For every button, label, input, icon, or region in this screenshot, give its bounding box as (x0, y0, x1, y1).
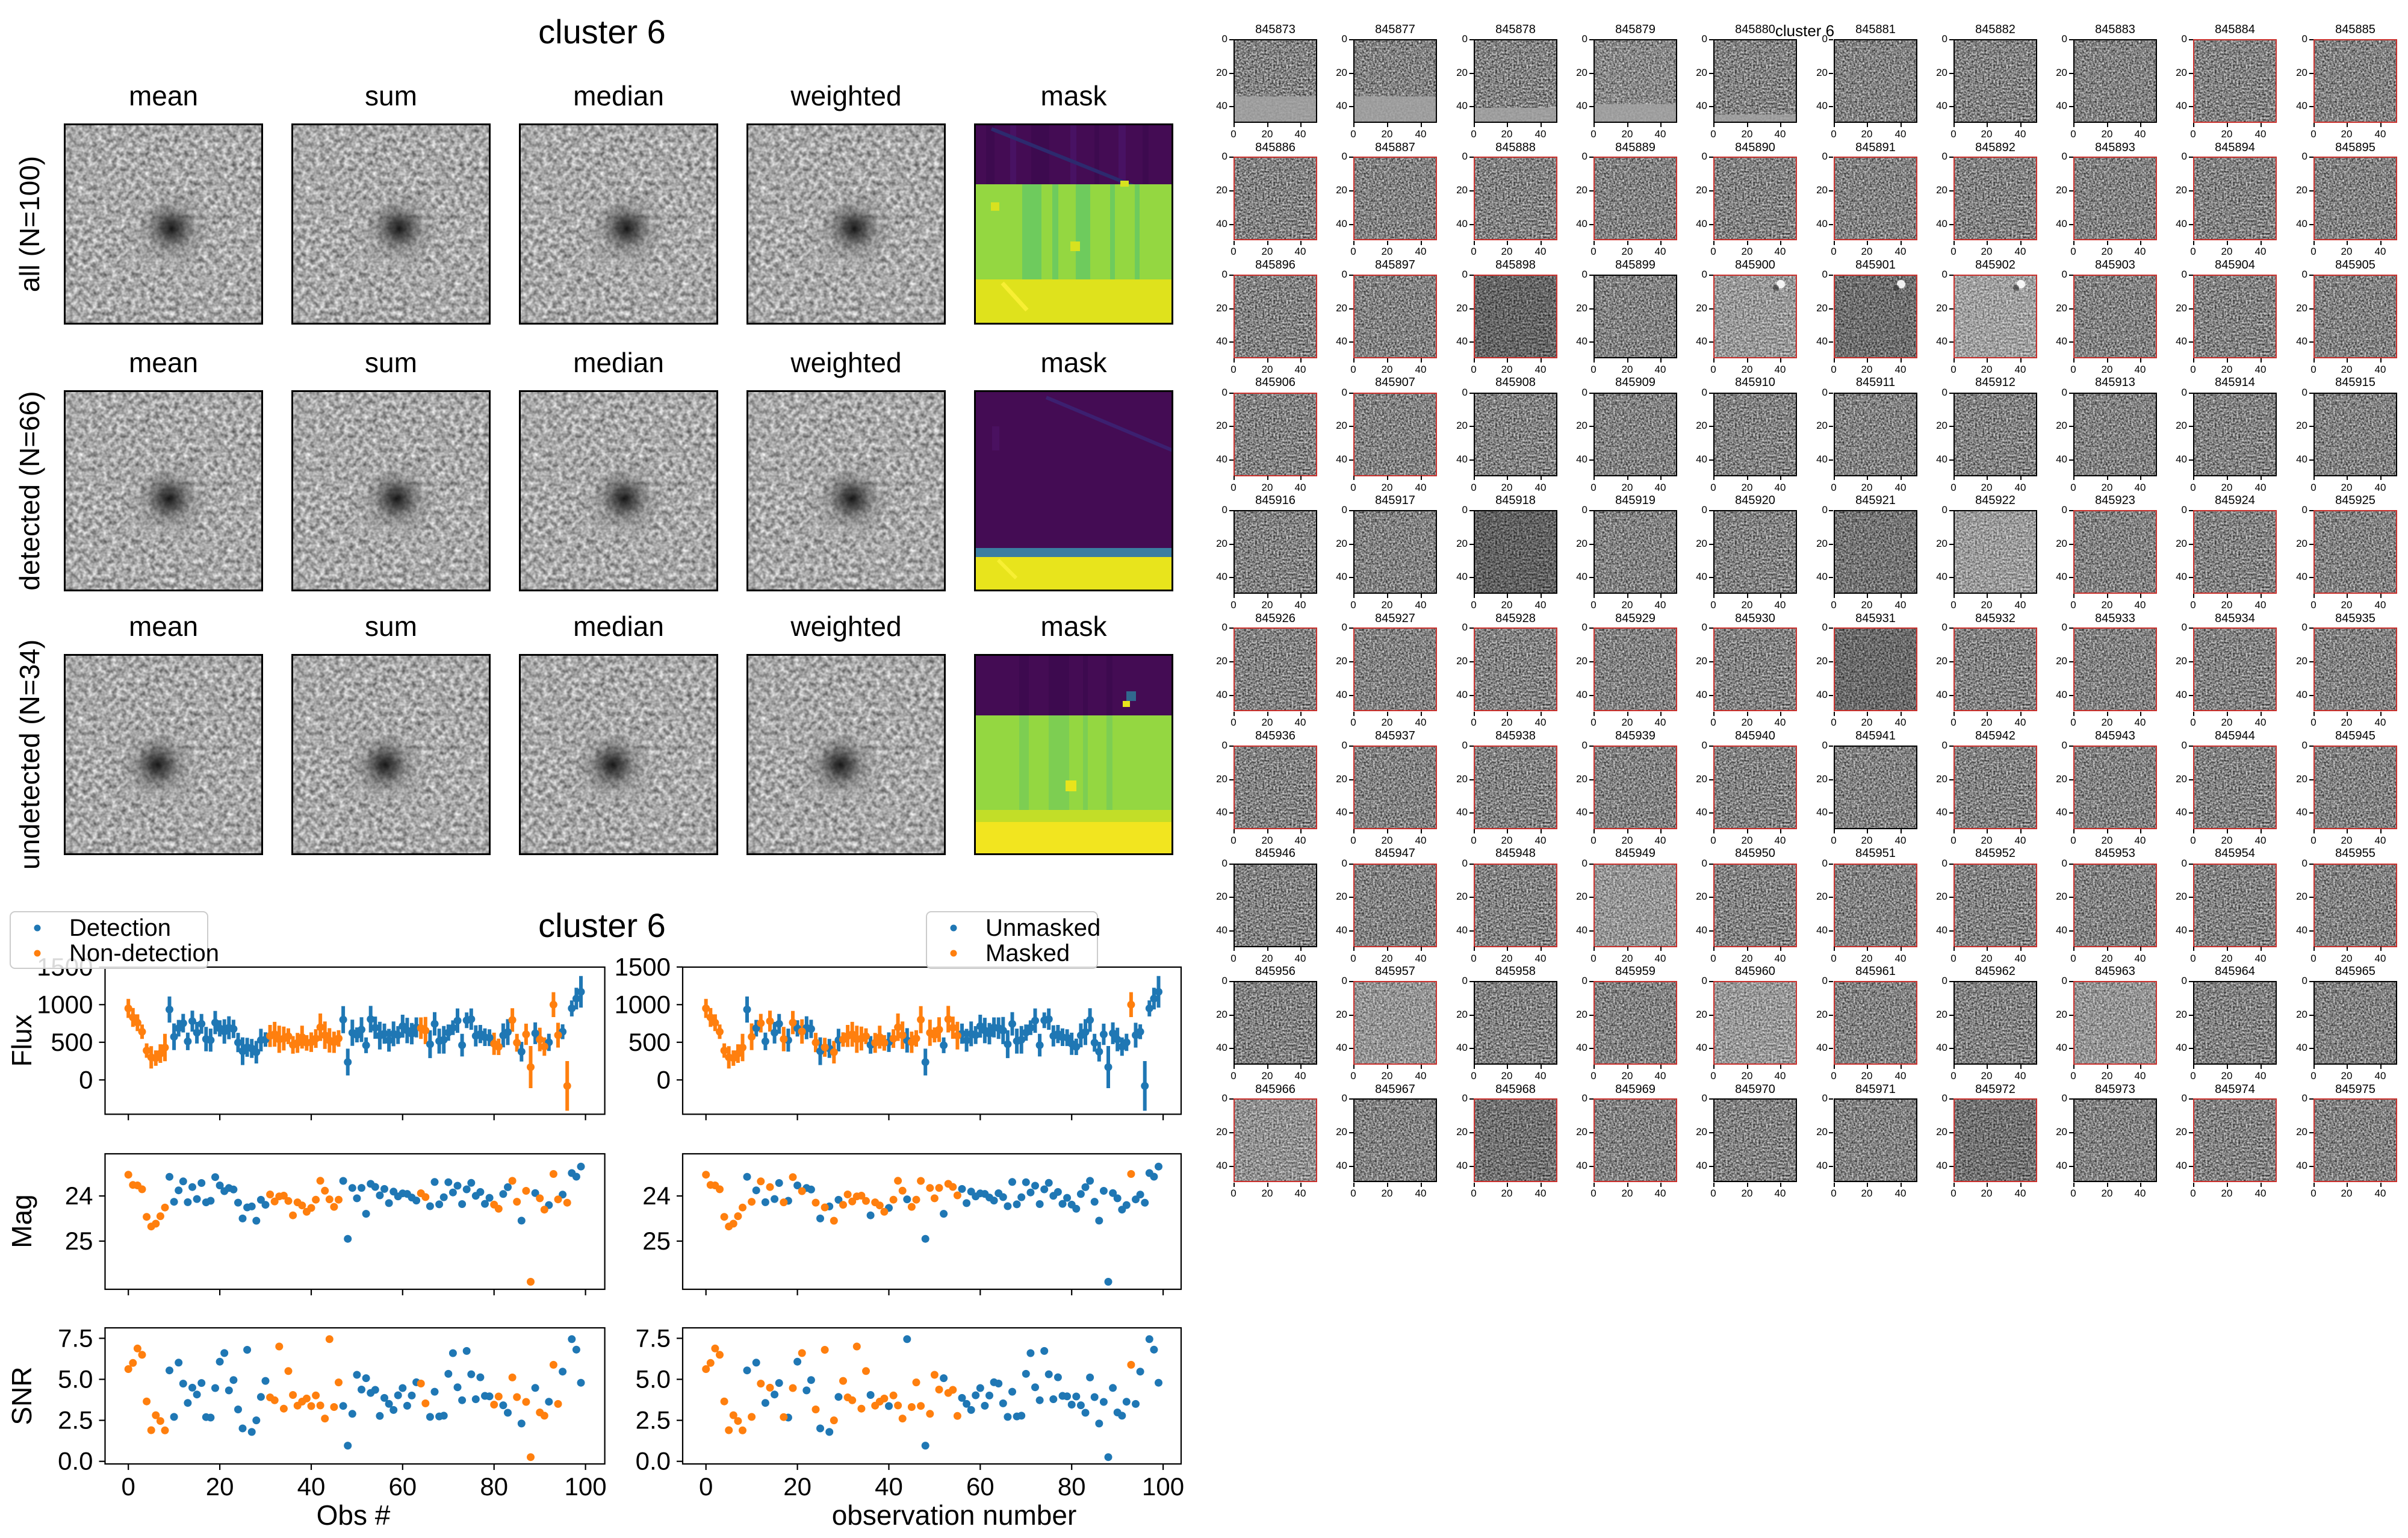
svg-text:Unmasked: Unmasked (985, 915, 1100, 941)
svg-text:25: 25 (642, 1227, 671, 1255)
svg-text:2.5: 2.5 (636, 1406, 671, 1434)
svg-text:500: 500 (628, 1028, 671, 1056)
svg-text:0: 0 (657, 1065, 671, 1094)
svg-text:24: 24 (642, 1182, 671, 1210)
svg-text:100: 100 (565, 1472, 607, 1501)
svg-text:1500: 1500 (615, 953, 671, 981)
svg-text:1000: 1000 (615, 990, 671, 1018)
svg-text:20: 20 (206, 1472, 234, 1501)
svg-text:5.0: 5.0 (636, 1365, 671, 1393)
svg-text:Mag: Mag (6, 1194, 37, 1248)
svg-text:SNR: SNR (6, 1366, 37, 1425)
svg-text:0.0: 0.0 (636, 1447, 671, 1475)
svg-text:7.5: 7.5 (58, 1324, 93, 1352)
svg-text:24: 24 (65, 1182, 93, 1210)
svg-text:5.0: 5.0 (58, 1365, 93, 1393)
svg-text:80: 80 (1058, 1472, 1086, 1501)
svg-text:0: 0 (122, 1472, 135, 1501)
svg-text:60: 60 (388, 1472, 417, 1501)
svg-text:cluster 6: cluster 6 (538, 906, 666, 944)
svg-text:Masked: Masked (985, 940, 1070, 967)
svg-text:100: 100 (1142, 1472, 1184, 1501)
svg-text:0: 0 (699, 1472, 713, 1501)
svg-text:7.5: 7.5 (636, 1324, 671, 1352)
svg-text:500: 500 (51, 1028, 93, 1056)
svg-text:Non-detection: Non-detection (69, 940, 219, 967)
svg-text:40: 40 (297, 1472, 326, 1501)
svg-text:20: 20 (783, 1472, 811, 1501)
svg-text:Obs #: Obs # (317, 1499, 391, 1531)
svg-text:1000: 1000 (37, 990, 93, 1018)
svg-text:40: 40 (875, 1472, 903, 1501)
svg-text:Flux: Flux (6, 1015, 37, 1067)
svg-text:2.5: 2.5 (58, 1406, 93, 1434)
svg-text:0.0: 0.0 (58, 1447, 93, 1475)
svg-text:80: 80 (480, 1472, 508, 1501)
svg-text:60: 60 (966, 1472, 995, 1501)
svg-text:0: 0 (79, 1065, 93, 1094)
svg-text:25: 25 (65, 1227, 93, 1255)
svg-text:Detection: Detection (69, 915, 171, 941)
svg-text:observation number: observation number (832, 1499, 1077, 1531)
